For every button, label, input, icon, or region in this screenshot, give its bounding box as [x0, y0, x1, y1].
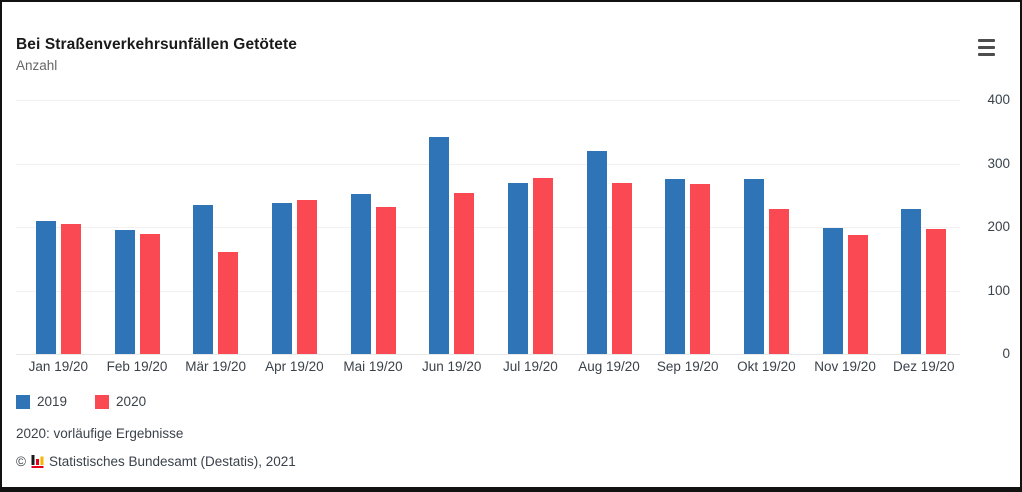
y-axis-tick-label: 200 — [987, 219, 1010, 234]
y-axis-tick-label: 400 — [987, 92, 1010, 107]
legend-item-2019[interactable]: 2019 — [16, 394, 67, 409]
x-axis-label: Jun 19/20 — [422, 359, 482, 374]
bar-2019-aug[interactable] — [586, 151, 607, 354]
bar-group — [491, 100, 570, 354]
bar-2019-apr[interactable] — [271, 202, 292, 354]
destatis-logo-icon — [31, 454, 44, 469]
legend-swatch — [95, 394, 110, 409]
x-axis-label: Jul 19/20 — [502, 359, 558, 374]
gridline — [16, 290, 960, 292]
bar-2020-jan[interactable] — [60, 223, 81, 354]
bar-group — [255, 100, 334, 354]
hamburger-icon — [978, 53, 995, 56]
bar-2020-mai[interactable] — [375, 207, 396, 354]
bar-2019-okt[interactable] — [743, 179, 764, 354]
x-axis-label: Dez 19/20 — [892, 359, 955, 374]
bar-2020-nov[interactable] — [847, 234, 868, 354]
x-axis-label: Nov 19/20 — [814, 359, 876, 374]
legend: 2019 2020 — [16, 394, 146, 409]
bar-2020-dez[interactable] — [926, 228, 947, 354]
bar-2019-dez[interactable] — [901, 208, 922, 354]
bar-group — [648, 100, 727, 354]
legend-label: 2020 — [116, 394, 147, 409]
bar-2020-okt[interactable] — [768, 208, 789, 354]
bar-2020-apr[interactable] — [296, 199, 317, 354]
menu-button[interactable] — [978, 39, 996, 56]
bars-container — [19, 100, 963, 354]
x-axis-label: Apr 19/20 — [265, 359, 324, 374]
bar-2020-sep[interactable] — [690, 183, 711, 354]
gridline — [16, 100, 960, 101]
bar-2020-aug[interactable] — [611, 182, 632, 354]
bar-2020-jul[interactable] — [532, 178, 553, 354]
footnote: 2020: vorläufige Ergebnisse — [16, 426, 184, 441]
bar-group — [570, 100, 649, 354]
gridline — [16, 354, 960, 355]
bar-2019-mai[interactable] — [350, 194, 371, 354]
bar-group — [806, 100, 885, 354]
bar-2019-jul[interactable] — [507, 183, 528, 354]
bar-group — [884, 100, 963, 354]
bar-2019-nov[interactable] — [822, 227, 843, 354]
bar-2019-sep[interactable] — [665, 179, 686, 354]
bar-2019-jun[interactable] — [429, 136, 450, 354]
y-axis-tick-label: 300 — [987, 155, 1010, 171]
bar-2019-mär[interactable] — [193, 205, 214, 354]
chart-subtitle: Anzahl — [16, 58, 58, 73]
x-axis-label: Feb 19/20 — [106, 359, 168, 374]
bar-group — [176, 100, 255, 354]
y-axis-tick-label: 100 — [987, 282, 1010, 298]
bar-group — [334, 100, 413, 354]
x-axis-label: Mai 19/20 — [343, 359, 403, 374]
hamburger-icon — [978, 46, 995, 49]
page-title: Bei Straßenverkehrsunfällen Getötete — [16, 36, 297, 53]
x-axis-label: Aug 19/20 — [578, 359, 640, 374]
legend-label: 2019 — [37, 394, 68, 409]
bar-2019-jan[interactable] — [35, 220, 56, 354]
bar-2019-feb[interactable] — [114, 230, 135, 354]
copyright-text: Statistisches Bundesamt (Destatis), 2021 — [48, 454, 296, 469]
x-axis-label: Jan 19/20 — [28, 359, 88, 374]
x-axis-label: Sep 19/20 — [656, 359, 719, 374]
bar-group — [412, 100, 491, 354]
bar-group — [19, 100, 98, 354]
bar-2020-mär[interactable] — [218, 252, 239, 354]
legend-item-2020[interactable]: 2020 — [95, 394, 146, 409]
bar-2020-jun[interactable] — [454, 192, 475, 354]
bar-group — [727, 100, 806, 354]
y-axis-tick-label: 0 — [1002, 346, 1010, 361]
copyright: © Statistisches Bundesamt (Destatis), 20… — [16, 454, 296, 469]
copyright-symbol: © — [16, 454, 26, 469]
plot-area — [16, 100, 963, 355]
gridline — [16, 227, 960, 228]
bar-2020-feb[interactable] — [139, 234, 160, 354]
legend-swatch — [16, 394, 30, 409]
hamburger-icon — [978, 39, 995, 42]
x-axis-label: Okt 19/20 — [737, 359, 796, 374]
x-axis: Jan 19/20 Feb 19/20 Mär 19/20 Apr 19/20 Mai … — [19, 359, 963, 374]
gridline — [16, 163, 960, 165]
bar-group — [98, 100, 177, 354]
x-axis-label: Mär 19/20 — [185, 359, 247, 374]
